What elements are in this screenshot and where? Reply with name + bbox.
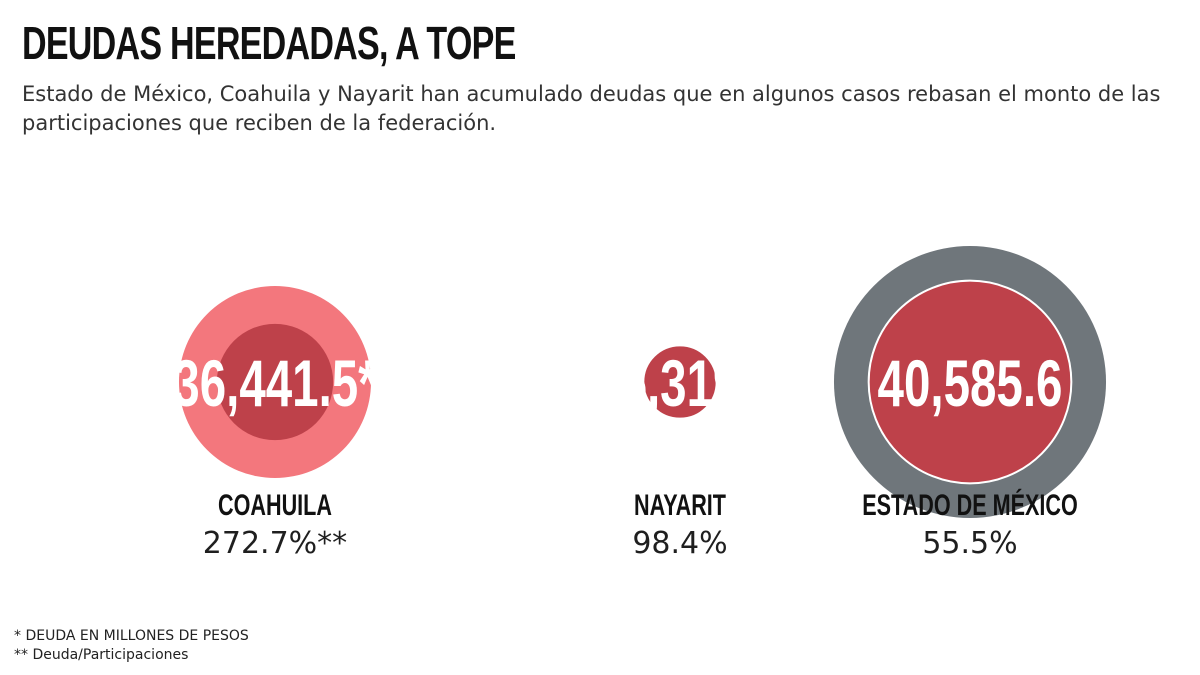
state-name-coahuila: COAHUILA <box>218 487 332 521</box>
value-label-estado-de-mexico: 40,585.6 <box>878 347 1063 420</box>
debt-circle-nayarit <box>642 344 718 420</box>
footnote-debt-units: * DEUDA EN MILLONES DE PESOS <box>14 628 249 644</box>
participations-circle-coahuila <box>216 323 334 441</box>
value-label-nayarit: 5,319 <box>621 347 740 420</box>
bubble-group-nayarit: 5,319 NAYARIT 98.4% <box>621 344 740 561</box>
ratio-label-nayarit: 98.4% <box>632 526 727 561</box>
state-name-estado-de-mexico: ESTADO DE MÉXICO <box>862 487 1078 521</box>
bubble-group-coahuila: 36,441.5* COAHUILA 272.7%** <box>173 285 377 561</box>
debt-circle-estado-de-mexico <box>867 279 1073 485</box>
value-label-coahuila: 36,441.5* <box>173 347 377 420</box>
ratio-label-estado-de-mexico: 55.5% <box>922 526 1017 561</box>
bubble-group-estado-de-mexico: 40,585.6 ESTADO DE MÉXICO 55.5% <box>833 245 1107 561</box>
chart-title: DEUDAS HEREDADAS, A TOPE <box>22 17 516 69</box>
ratio-label-coahuila: 272.7%** <box>203 526 347 561</box>
footnote-ratio-definition: ** Deuda/Participaciones <box>14 647 189 663</box>
footnotes: * DEUDA EN MILLONES DE PESOS ** Deuda/Pa… <box>14 627 249 665</box>
state-name-nayarit: NAYARIT <box>634 487 726 521</box>
chart-subtitle: Estado de México, Coahuila y Nayarit han… <box>22 82 1161 135</box>
